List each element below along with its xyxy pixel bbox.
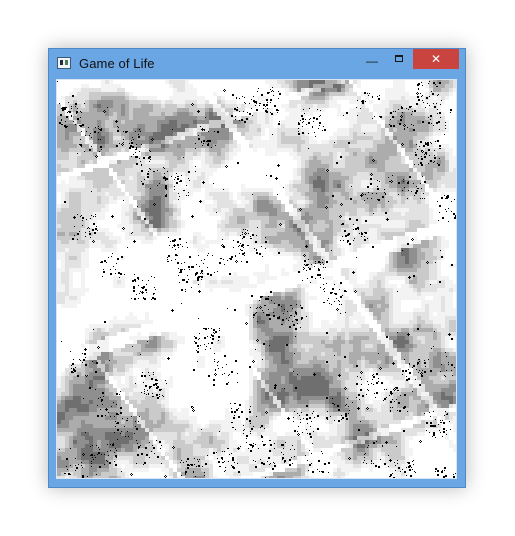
minimize-icon: —: [366, 53, 378, 68]
maximize-icon: [395, 55, 403, 62]
title-bar[interactable]: Game of Life — ✕: [49, 49, 465, 78]
minimize-button[interactable]: —: [359, 49, 385, 69]
close-icon: ✕: [430, 52, 442, 66]
app-icon[interactable]: [57, 57, 71, 69]
close-button[interactable]: ✕: [413, 49, 459, 69]
application-window: Game of Life — ✕: [48, 48, 466, 488]
maximize-button[interactable]: [386, 49, 412, 69]
life-grid-canvas[interactable]: [57, 80, 456, 478]
window-title: Game of Life: [79, 56, 155, 71]
app-icon-cell-green: [65, 60, 68, 65]
app-icon-cell-dark: [60, 60, 63, 65]
game-board-container[interactable]: [56, 79, 457, 479]
